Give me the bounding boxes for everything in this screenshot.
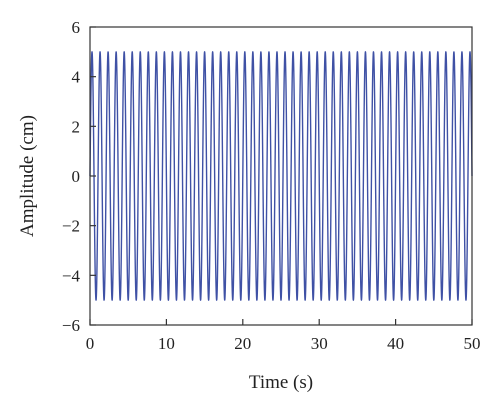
y-axis-label: Amplitude (cm) <box>17 115 38 237</box>
y-tick-label-5: 4 <box>72 68 81 87</box>
x-tick-label-40: 40 <box>387 334 404 353</box>
y-tick-label-0: −6 <box>62 316 80 335</box>
y-tick-label-4: 2 <box>72 117 81 136</box>
y-tick-label-3: 0 <box>72 167 81 186</box>
x-tick-label-10: 10 <box>158 334 175 353</box>
x-tick-label-50: 50 <box>464 334 481 353</box>
y-tick-label-1: −4 <box>62 266 81 285</box>
y-tick-label-2: −2 <box>62 217 80 236</box>
x-tick-label-30: 30 <box>311 334 328 353</box>
ticks-layer: 0 10 20 30 40 50 −6 −4 −2 0 2 4 6 <box>62 18 481 353</box>
series-layer <box>89 51 473 301</box>
x-tick-label-0: 0 <box>86 334 95 353</box>
y-tick-label-6: 6 <box>72 18 81 37</box>
series-line-1 <box>89 51 473 301</box>
x-tick-label-20: 20 <box>234 334 251 353</box>
x-axis-label: Time (s) <box>249 372 313 393</box>
